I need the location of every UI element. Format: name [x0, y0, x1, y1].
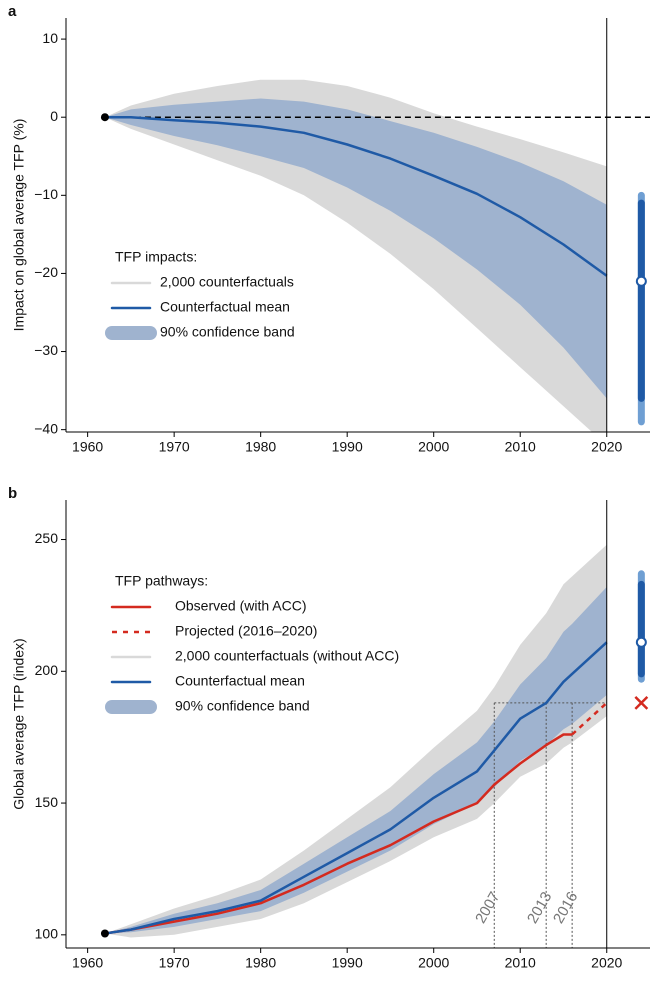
reference-year-label: 2016	[550, 889, 581, 926]
legend-label: Counterfactual mean	[175, 673, 305, 689]
legend-title: TFP pathways:	[115, 573, 208, 589]
legend-label: Observed (with ACC)	[175, 598, 306, 614]
legend-label: Counterfactual mean	[160, 299, 290, 315]
x-tick-label: 2010	[505, 439, 536, 455]
y-tick-label: 150	[35, 794, 59, 810]
estimate-point	[635, 636, 647, 648]
panel-label: a	[8, 3, 17, 20]
estimate-point	[635, 275, 647, 287]
y-tick-label: −20	[34, 264, 58, 280]
x-tick-label: 1970	[159, 955, 190, 971]
y-tick-label: 0	[50, 108, 58, 124]
x-tick-label: 1960	[72, 955, 103, 971]
y-tick-label: −30	[34, 342, 58, 358]
y-tick-label: 10	[42, 30, 58, 46]
x-tick-label: 2000	[418, 439, 449, 455]
series-line	[104, 115, 608, 277]
band-area	[104, 98, 607, 399]
plot-area	[104, 544, 608, 948]
x-tick-label: 1990	[332, 955, 363, 971]
series-line	[104, 641, 608, 935]
x-tick-label: 2010	[505, 955, 536, 971]
panel-label: b	[8, 485, 17, 502]
y-tick-label: −10	[34, 186, 58, 202]
x-tick-label: 1960	[72, 439, 103, 455]
series-line	[571, 701, 608, 736]
x-tick-label: 2020	[591, 439, 622, 455]
x-tick-label: 2000	[418, 955, 449, 971]
x-tick-label: 1970	[159, 439, 190, 455]
start-point	[100, 113, 109, 122]
projected-cross	[634, 696, 649, 710]
legend-label: 2,000 counterfactuals	[160, 274, 294, 290]
y-tick-label: −40	[34, 420, 58, 436]
reference-year-label: 2013	[524, 889, 555, 926]
legend-title: TFP impacts:	[115, 249, 197, 265]
legend-label: 90% confidence band	[160, 324, 295, 340]
band-area	[104, 587, 607, 934]
series-line	[104, 733, 573, 935]
x-tick-label: 1980	[245, 439, 276, 455]
reference-year-label: 2007	[472, 889, 503, 926]
legend-label: 90% confidence band	[175, 698, 310, 714]
start-point	[100, 929, 109, 938]
legend-label: 2,000 counterfactuals (without ACC)	[175, 648, 399, 664]
x-tick-label: 2020	[591, 955, 622, 971]
y-tick-label: 200	[35, 662, 59, 678]
y-tick-label: 250	[35, 530, 59, 546]
legend-label: Projected (2016–2020)	[175, 623, 317, 639]
x-tick-label: 1980	[245, 955, 276, 971]
y-axis-label: Impact on global average TFP (%)	[11, 119, 27, 332]
y-tick-label: 100	[35, 926, 59, 942]
x-tick-label: 1990	[332, 439, 363, 455]
plot-area	[104, 79, 650, 432]
y-axis-label: Global average TFP (index)	[11, 638, 27, 809]
